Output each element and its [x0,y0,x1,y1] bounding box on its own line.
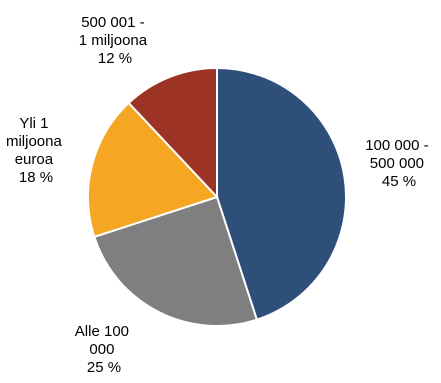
slice-label-line: 25 % [87,359,121,376]
pie-slices [87,66,347,327]
pie-slice-2 [87,101,219,239]
pie-slice-1 [93,195,259,327]
slice-label-yli-1-miljoona: Yli 1 miljoona euroa 18 % [6,115,66,186]
pie-slice-0 [216,66,347,321]
slice-label-500001-1-miljoona: 500 001 - 1 miljoona 12 % [79,14,152,67]
slice-label-line: miljoona [6,133,63,150]
pie-slice-3 [127,66,218,200]
slice-label-line: 100 000 - [365,137,428,154]
slice-label-line: 12 % [98,50,132,67]
slice-label-line: 1 miljoona [79,32,148,49]
slice-label-line: Yli 1 [19,115,48,132]
slice-label-line: Alle 100 [75,323,129,340]
slice-label-line: euroa [15,151,54,168]
slice-label-line: 500 001 - [81,14,144,31]
slice-label-100000-500000: 100 000 - 500 000 45 % [365,137,433,190]
slice-label-line: 000 [89,341,114,358]
slice-label-line: 18 % [19,169,53,186]
slice-label-line: 45 % [382,173,416,190]
slice-label-line: 500 000 [370,155,424,172]
slice-label-alle-100000: Alle 100 000 25 % [75,323,133,376]
